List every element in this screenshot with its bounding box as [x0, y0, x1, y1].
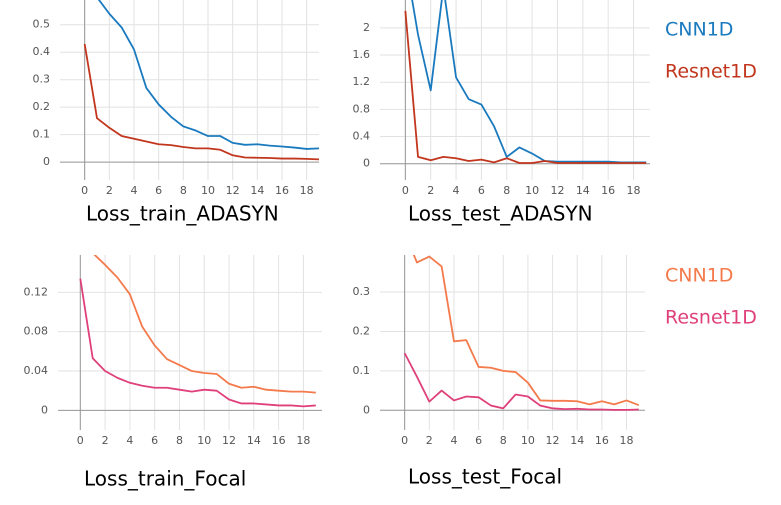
series-line [83, 43, 319, 161]
y-tick-label: 0.08 [24, 325, 49, 338]
x-tick-label: 8 [176, 434, 183, 447]
y-tick-label: 0.4 [33, 45, 51, 58]
x-tick-label: 2 [106, 184, 113, 197]
x-tick-label: 14 [576, 184, 590, 197]
y-tick-label: 0.5 [33, 18, 51, 31]
x-tick-label: 10 [197, 434, 211, 447]
x-tick-label: 16 [272, 434, 286, 447]
y-tick-label: 0.04 [24, 364, 49, 377]
subplot: 0 0.04 0.08 0.12 0 2 4 6 8 10 12 14 16 18 Loss_train_F… [24, 255, 322, 491]
series-line [93, 255, 316, 394]
x-tick-label: 2 [102, 434, 109, 447]
y-tick-label: 1.6 [353, 48, 371, 61]
x-tick-label: 18 [620, 434, 634, 447]
y-tick-label: 0.1 [33, 128, 51, 141]
y-tick-label: 0.2 [33, 100, 51, 113]
y-tick-label: 0.3 [33, 73, 51, 86]
y-tick-label: 0.3 [353, 285, 371, 298]
chart-title: Loss_train_ADASYN [86, 202, 279, 226]
plot-lines [403, 255, 640, 411]
legend-label: Resnet1D [665, 61, 757, 83]
x-tick-label: 6 [475, 434, 482, 447]
x-tick-label: 0 [81, 184, 88, 197]
x-tick-label: 2 [426, 434, 433, 447]
y-tick-label: 2 [363, 21, 370, 34]
x-tick-label: 4 [453, 184, 460, 197]
x-tick-label: 4 [450, 434, 457, 447]
x-tick-label: 12 [546, 434, 560, 447]
y-tick-label: 0.8 [353, 102, 371, 115]
y-tick-label: 0 [363, 157, 370, 170]
y-tick-label: 0 [363, 403, 370, 416]
subplot: 0 0.1 0.2 0.3 0.4 0.5 0 2 4 6 8 10 12 14 16 18 Loss_trai… [33, 0, 319, 226]
chart-title: Loss_test_ADASYN [408, 202, 593, 226]
x-tick-label: 12 [222, 434, 236, 447]
x-tick-label: 18 [300, 184, 314, 197]
x-tick-label: 0 [401, 434, 408, 447]
x-tick-label: 0 [402, 184, 409, 197]
x-tick-label: 6 [155, 184, 162, 197]
plot-lines [79, 255, 316, 408]
x-tick-label: 14 [250, 184, 264, 197]
x-tick-label: 2 [427, 184, 434, 197]
legend-label: CNN1D [665, 19, 733, 41]
y-tick-label: 0 [41, 403, 48, 416]
y-tick-label: 0.2 [353, 324, 371, 337]
y-tick-label: 0.12 [24, 285, 49, 298]
x-tick-label: 14 [247, 434, 261, 447]
x-tick-label: 8 [503, 184, 510, 197]
legend-label: Resnet1D [665, 307, 757, 329]
x-tick-label: 12 [550, 184, 564, 197]
series-line [411, 0, 647, 164]
x-tick-label: 16 [595, 434, 609, 447]
y-tick-label: 1.2 [353, 75, 371, 88]
plot-lines [83, 0, 319, 161]
series-line [79, 278, 316, 408]
chart-title: Loss_test_Focal [408, 465, 562, 489]
x-tick-label: 10 [525, 184, 539, 197]
x-tick-label: 0 [77, 434, 84, 447]
x-tick-label: 8 [180, 184, 187, 197]
x-tick-label: 10 [521, 434, 535, 447]
subplot: 0 0.4 0.8 1.2 1.6 2 0 2 4 6 8 10 12 14 16 18 CNN1D Resnet… [353, 0, 757, 226]
x-tick-label: 4 [131, 184, 138, 197]
subplot: 0 0.1 0.2 0.3 0 2 4 6 8 10 12 14 16 18 CNN1D Resnet1D Lo… [353, 255, 757, 489]
x-tick-label: 14 [570, 434, 584, 447]
x-tick-label: 6 [151, 434, 158, 447]
x-tick-label: 4 [126, 434, 133, 447]
x-tick-label: 16 [601, 184, 615, 197]
x-tick-label: 16 [275, 184, 289, 197]
x-tick-label: 8 [500, 434, 507, 447]
plot-lines [404, 0, 647, 164]
y-tick-label: 0.4 [353, 130, 371, 143]
x-tick-label: 18 [296, 434, 310, 447]
y-tick-label: 0 [43, 155, 50, 168]
series-line [97, 0, 319, 150]
x-tick-label: 6 [478, 184, 485, 197]
series-line [404, 10, 647, 164]
chart-title: Loss_train_Focal [84, 467, 246, 491]
x-tick-label: 12 [226, 184, 240, 197]
legend-label: CNN1D [665, 265, 733, 287]
x-tick-label: 10 [201, 184, 215, 197]
x-tick-label: 18 [627, 184, 641, 197]
series-line [403, 352, 639, 411]
series-line [412, 255, 640, 407]
y-tick-label: 0.1 [353, 364, 371, 377]
